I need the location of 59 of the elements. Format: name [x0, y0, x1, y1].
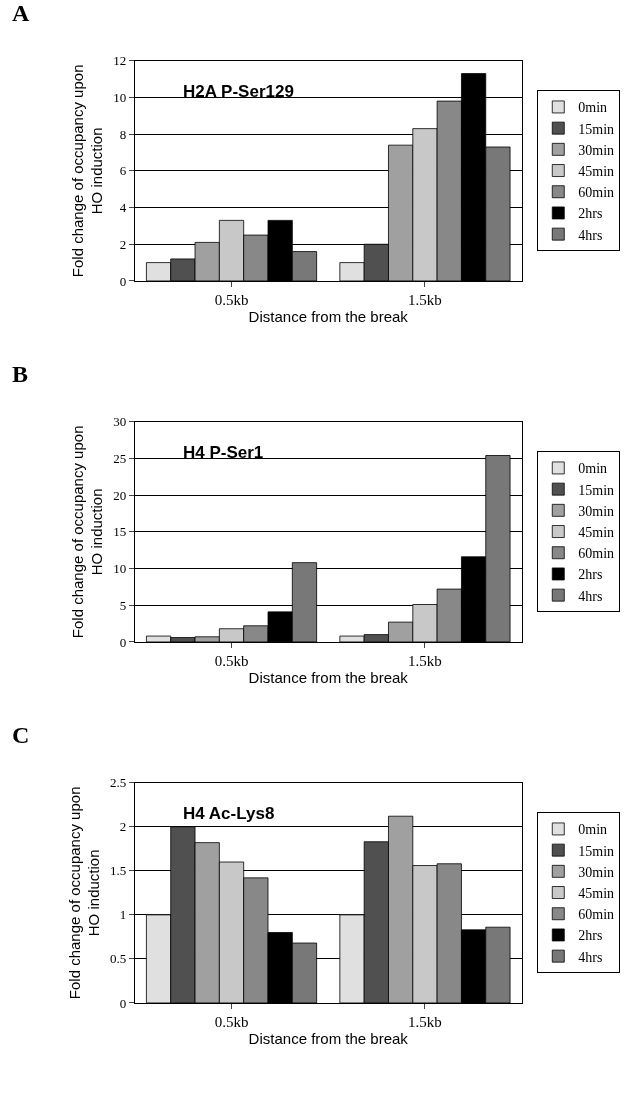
- chart-title: B: [12, 361, 29, 387]
- legend-label: 2hrs: [578, 567, 603, 583]
- legend-label: 60min: [578, 185, 615, 201]
- legend-label: 0min: [578, 461, 608, 477]
- text: H4 P-Ser1: [183, 443, 264, 462]
- x-tick-label: 0.5kb: [214, 1013, 249, 1030]
- legend-label: 4hrs: [578, 949, 603, 965]
- legend-label: 45min: [578, 164, 615, 179]
- legend-label: 60min: [578, 907, 615, 923]
- legend-label: 60min: [578, 546, 615, 562]
- y-tick-label: 6: [119, 163, 127, 179]
- x-axis-title: Distance from the break: [248, 668, 409, 686]
- legend-label: 0min: [578, 822, 608, 838]
- legend-label: 4hrs: [578, 227, 603, 243]
- y-tick-label: 30: [113, 414, 127, 430]
- legend-label: 4hrs: [578, 588, 603, 604]
- y-tick-label: 0: [119, 273, 127, 289]
- legend-label: 15min: [578, 843, 615, 859]
- x-tick-label: 1.5kb: [408, 1013, 442, 1030]
- x-axis-title: Distance from the break: [248, 1029, 409, 1047]
- legend-label: 2hrs: [578, 206, 603, 222]
- y-tick-label: 8: [119, 126, 127, 142]
- legend-label: 0min: [578, 100, 608, 116]
- chart-title: A: [12, 0, 30, 26]
- y-axis-title: Fold change of occupancy upon HO induction: [65, 786, 103, 1000]
- x-axis-title: Distance from the break: [248, 307, 409, 325]
- text: H2A P-Ser129: [183, 82, 294, 101]
- y-tick-label: 0: [119, 634, 127, 650]
- y-tick-label: 1.5: [109, 863, 127, 879]
- y-tick-label: 0: [119, 995, 127, 1011]
- y-tick-label: 2.5: [109, 775, 127, 791]
- legend-label: 45min: [578, 525, 615, 540]
- y-tick-label: 4: [119, 200, 127, 216]
- x-tick-label: 1.5kb: [408, 291, 442, 308]
- x-tick-label: 1.5kb: [408, 652, 442, 669]
- x-tick-label: 0.5kb: [214, 291, 249, 308]
- legend-label: 30min: [578, 142, 615, 158]
- legend-label: 30min: [578, 503, 615, 519]
- y-tick-label: 1: [119, 907, 127, 923]
- chart-title: C: [12, 722, 30, 748]
- x-tick-label: 0.5kb: [214, 652, 249, 669]
- y-tick-label: 10: [113, 89, 127, 105]
- y-tick-label: 2: [119, 236, 127, 252]
- y-axis-title: Fold change of occupancy upon HO induction: [68, 64, 106, 278]
- text: H4 Ac-Lys8: [183, 804, 275, 823]
- legend-label: 45min: [578, 886, 615, 901]
- legend-label: 15min: [578, 121, 615, 137]
- y-tick-label: 0.5: [109, 951, 127, 967]
- y-tick-label: 12: [113, 53, 127, 69]
- legend-label: 30min: [578, 864, 615, 880]
- y-tick-label: 20: [113, 487, 127, 503]
- y-axis-title: Fold change of occupancy upon HO induction: [68, 425, 106, 639]
- y-tick-label: 15: [113, 524, 127, 540]
- legend-label: 15min: [578, 482, 615, 498]
- y-tick-label: 25: [113, 450, 127, 466]
- y-tick-label: 2: [119, 819, 127, 835]
- y-tick-label: 10: [113, 561, 127, 577]
- y-tick-label: 5: [119, 597, 127, 613]
- legend-label: 2hrs: [578, 928, 603, 944]
